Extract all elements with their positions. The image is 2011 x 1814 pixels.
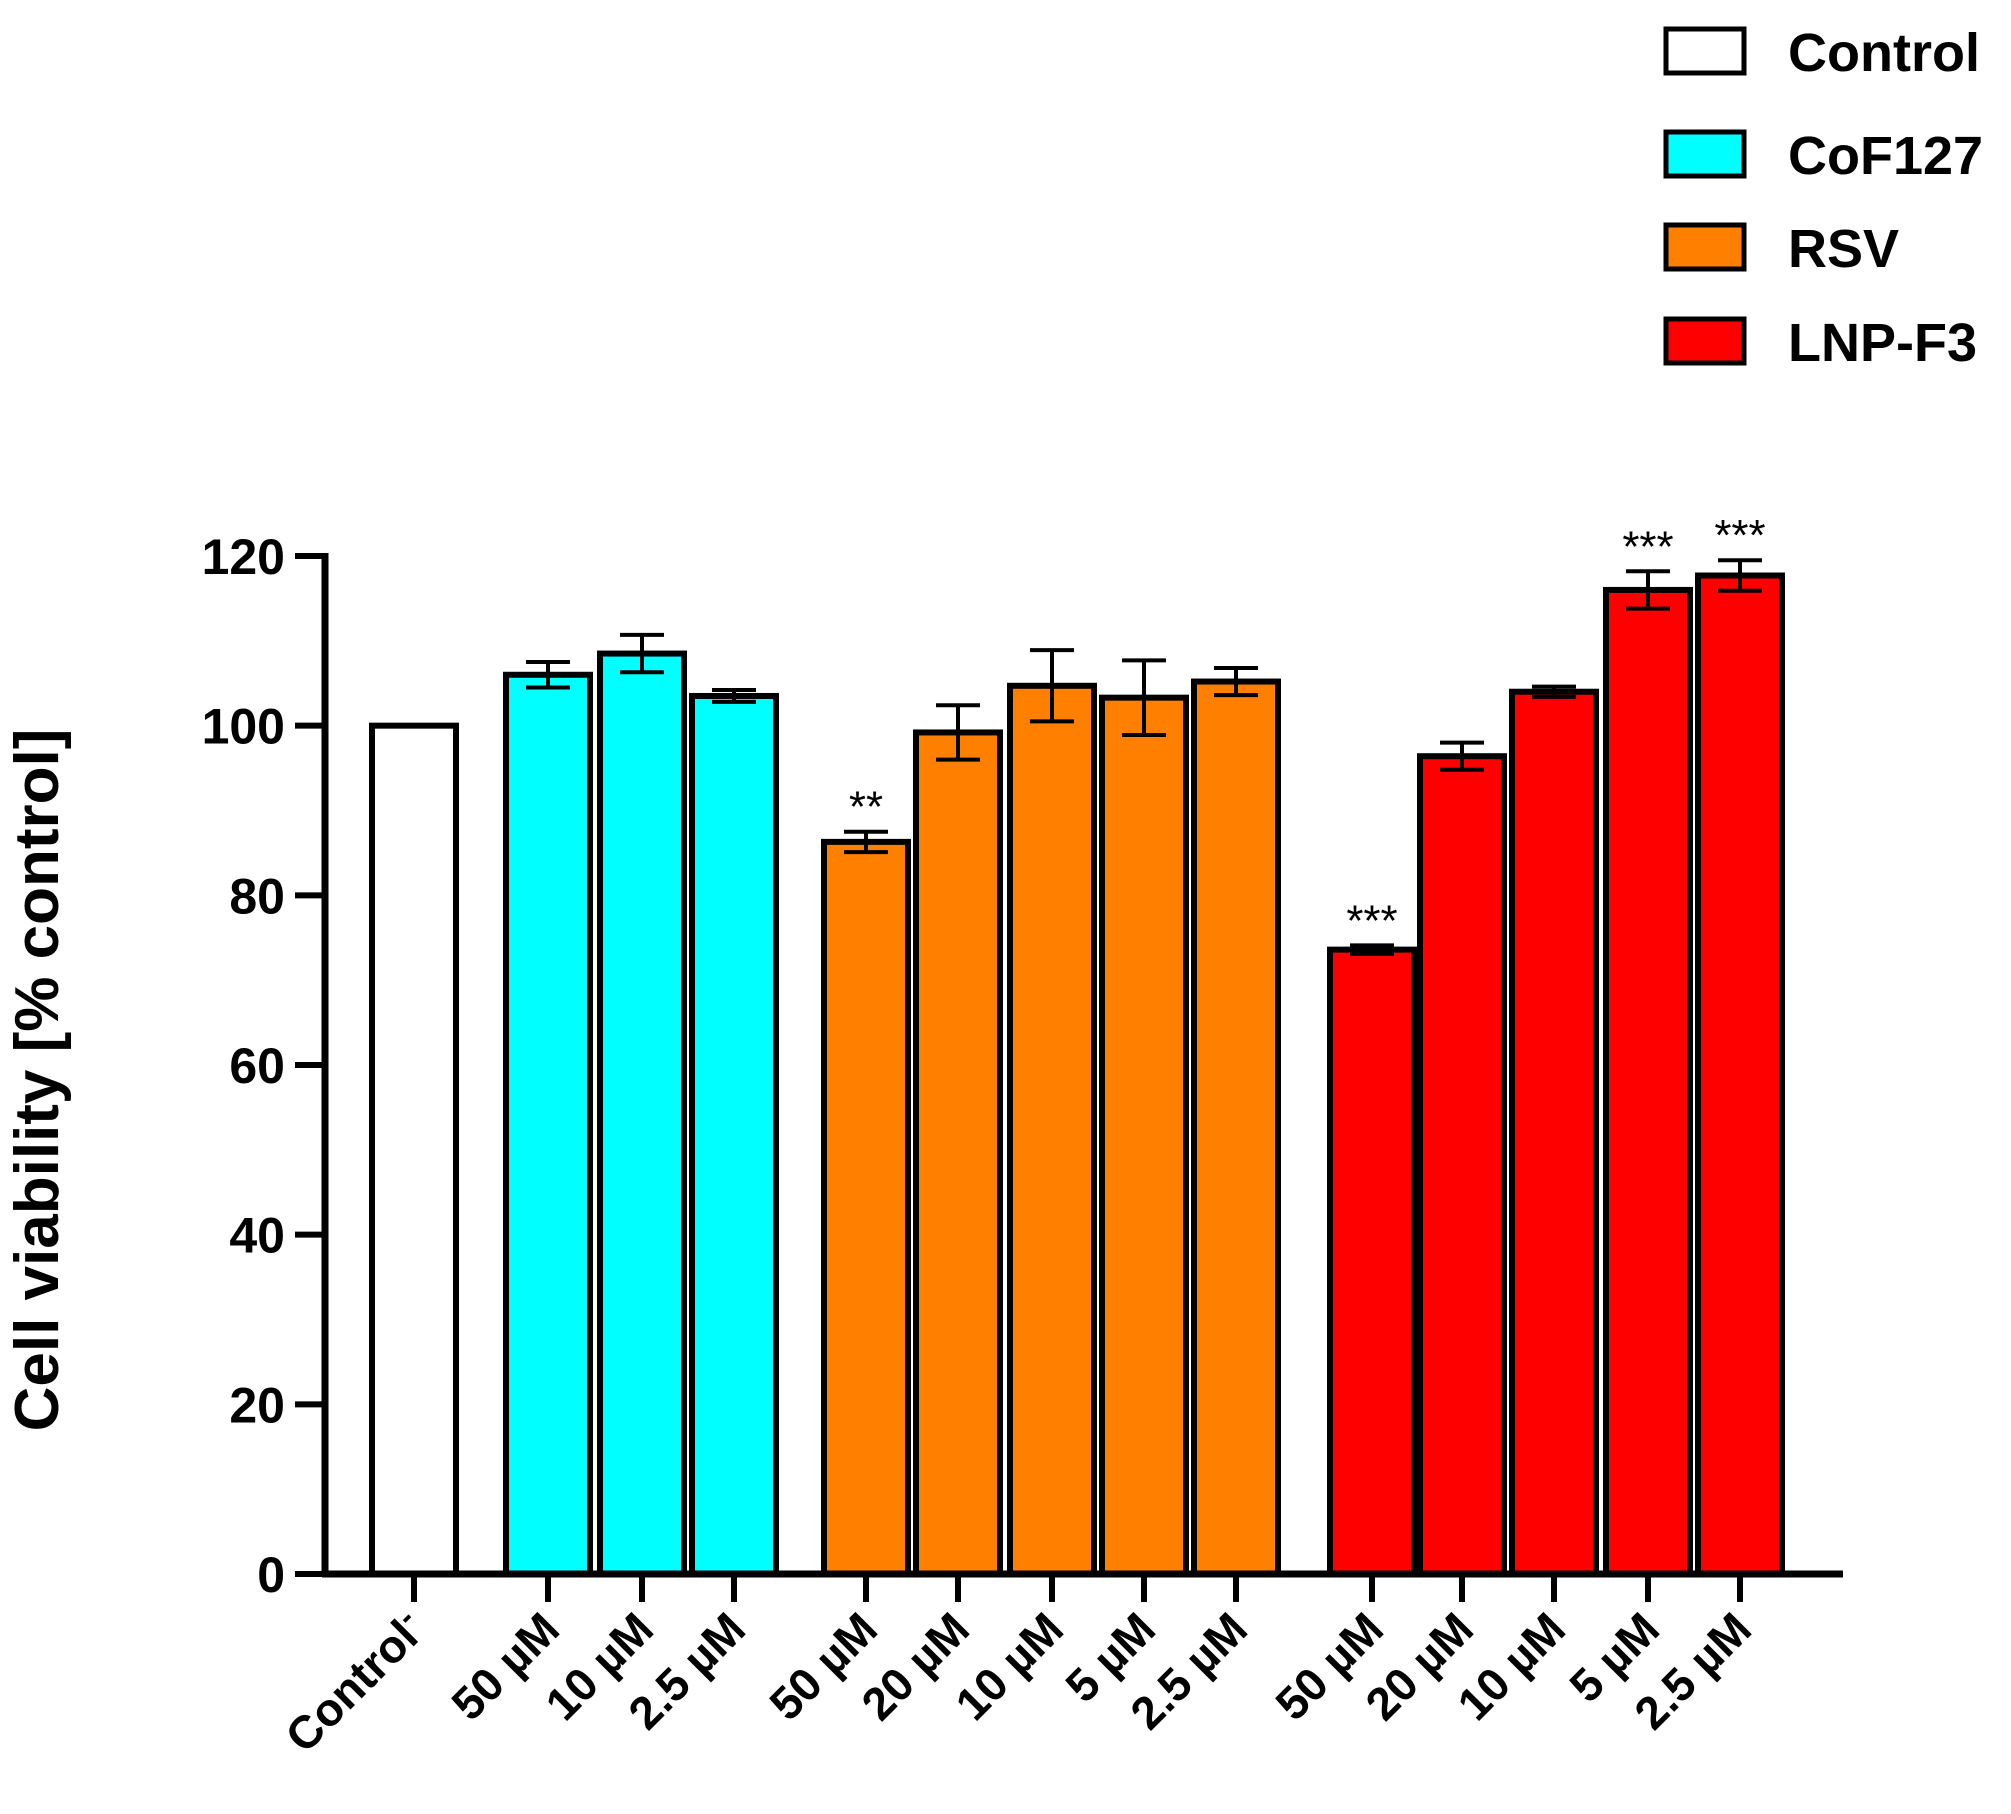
- x-tick-label: 50 µM: [441, 1602, 569, 1730]
- bar: [1417, 753, 1507, 1577]
- bar: [597, 650, 687, 1577]
- y-tick-label: 0: [257, 1547, 285, 1603]
- bar: [369, 722, 459, 1577]
- bar: [689, 692, 779, 1577]
- significance-label: ***: [1346, 896, 1397, 945]
- legend-swatch: [1663, 129, 1747, 179]
- bars: ******** ***: [369, 511, 1785, 1577]
- bar: [1007, 682, 1097, 1577]
- legend-label: Control: [1788, 23, 1980, 83]
- legend-swatch: [1663, 222, 1747, 272]
- bar: [821, 838, 911, 1577]
- significance-label: ***: [1622, 522, 1673, 571]
- bar: [913, 729, 1003, 1577]
- bar: [1327, 946, 1417, 1577]
- significance-label: **: [849, 783, 883, 832]
- bar: [1603, 586, 1693, 1577]
- x-tick-label-superscript: -: [389, 1600, 422, 1633]
- y-tick-label: 20: [229, 1377, 285, 1433]
- x-tick-label: 10 µM: [1447, 1602, 1575, 1730]
- x-tick-label: 10 µM: [945, 1602, 1073, 1730]
- x-tick-label: 20 µM: [851, 1602, 979, 1730]
- legend-label: RSV: [1788, 219, 1899, 279]
- legend-swatch: [1663, 316, 1747, 366]
- legend: Control CoF127 RSV LNP-F3: [1663, 23, 1983, 373]
- y-axis-label: Cell viability [% control]: [3, 729, 72, 1432]
- bar: [1509, 688, 1599, 1577]
- significance-label: ***: [1714, 511, 1765, 560]
- y-tick-label: 80: [229, 868, 285, 924]
- bar: [503, 671, 593, 1577]
- y-axis: 0 20 40 60 80 100 120: [202, 529, 329, 1603]
- x-tick-label: Control-: [273, 1600, 435, 1762]
- y-tick-label: 40: [229, 1208, 285, 1264]
- bar: [1191, 678, 1281, 1577]
- legend-label: LNP-F3: [1788, 313, 1977, 373]
- y-tick-label: 120: [202, 529, 285, 585]
- legend-swatch: [1663, 26, 1747, 76]
- y-tick-label: 100: [202, 699, 285, 755]
- y-tick-label: 60: [229, 1038, 285, 1094]
- legend-label: CoF127: [1788, 126, 1983, 186]
- bar: [1695, 572, 1785, 1577]
- bar: [1099, 694, 1189, 1577]
